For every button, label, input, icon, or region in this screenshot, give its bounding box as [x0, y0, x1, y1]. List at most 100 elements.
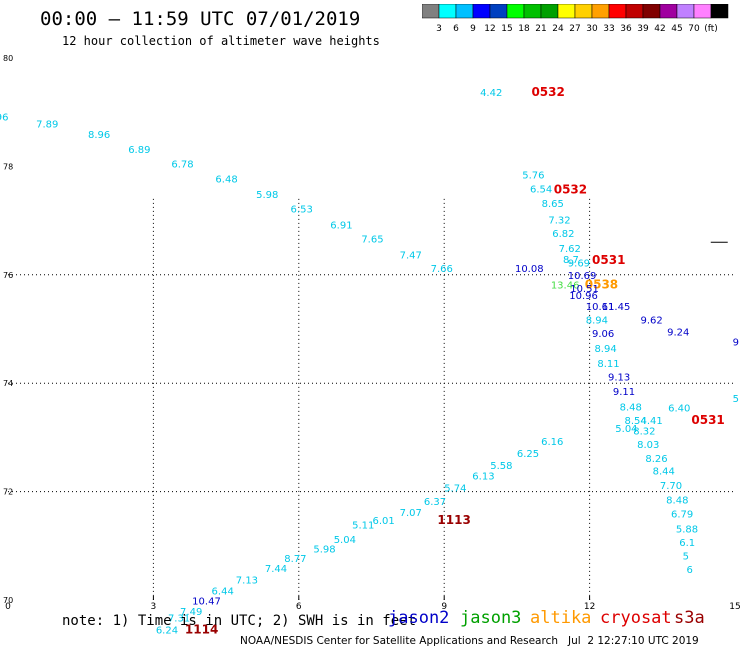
wave-height-label: 8.48	[666, 496, 688, 507]
y-tick-label: 78	[3, 162, 13, 171]
footer-credit: NOAA/NESDIS Center for Satellite Applica…	[240, 635, 699, 647]
wave-height-label: 6.44	[212, 587, 234, 598]
wave-height-label: 8.11	[597, 359, 619, 370]
wave-height-label: 9.11	[613, 387, 635, 398]
pass-time-label: 1113	[437, 513, 470, 527]
wave-height-label: 6.53	[291, 204, 313, 215]
colorbar-label: 45	[671, 24, 682, 34]
wave-height-label: 5	[683, 551, 689, 562]
wave-height-label: 8.54	[624, 416, 646, 427]
wave-height-label: 6.37	[424, 497, 446, 508]
colorbar-label: 30	[586, 24, 598, 34]
wave-height-label: 6.54	[530, 184, 552, 195]
colorbar-label: 27	[569, 24, 580, 34]
wave-height-label: 6	[687, 565, 693, 576]
colorbar-label: 12	[484, 24, 495, 34]
wave-height-label: 6.16	[541, 437, 563, 448]
wave-height-label: 7.07	[400, 508, 422, 519]
pass-time-label: 0532	[554, 183, 587, 197]
legend-jason3: jason3	[460, 608, 522, 628]
wave-height-label: 8.96	[88, 130, 110, 141]
colorbar-label: 39	[637, 24, 649, 34]
footer-note: note: 1) Time is in UTC; 2) SWH is in fe…	[62, 613, 417, 629]
wave-height-label: 6.1	[679, 538, 695, 549]
colorbar-label: 18	[518, 24, 530, 34]
wave-height-label: 5.98	[256, 190, 278, 201]
wave-height-label: 13.46	[551, 280, 580, 291]
wave-height-label: 6.24	[156, 626, 178, 637]
wave-height-label: 10.08	[515, 264, 544, 275]
wave-height-label: 7.47	[400, 251, 422, 262]
pass-time-label: 0531	[592, 253, 625, 267]
wave-height-label: 5.58	[490, 461, 512, 472]
page-title: 00:00 – 11:59 UTC 07/01/2019	[40, 8, 361, 30]
wave-height-label: 7.66	[431, 264, 453, 275]
y-tick-label: 80	[3, 54, 13, 63]
wave-height-label: 8.44	[653, 466, 675, 477]
legend-cryosat: cryosat	[600, 608, 672, 628]
wave-height-label: 5.96	[0, 112, 8, 123]
wave-height-label: 8.26	[645, 454, 667, 465]
color-scale-legend: 3 6 9 12 15 18 21 24 27 30 33 36 39 42 45 70 (ft)	[422, 4, 729, 34]
x-tick-label: 15	[729, 602, 740, 612]
colorbar-label: 9	[470, 24, 476, 34]
wave-height-label: 8.32	[633, 427, 655, 438]
colorbar-label: 42	[654, 24, 665, 34]
wave-height-label: 9.06	[592, 329, 614, 340]
pass-time-label: 0532	[531, 85, 564, 99]
wave-height-label: 5.88	[676, 524, 698, 535]
wave-height-label: 9.69	[568, 259, 590, 270]
wave-height-label: 6.79	[671, 510, 693, 521]
y-tick-label: 70	[3, 596, 13, 605]
colorbar-label: 24	[552, 24, 564, 34]
wave-height-label: 10.96	[569, 291, 598, 302]
colorbar-label: 15	[501, 24, 512, 34]
pass-time-label: 0531	[691, 413, 724, 427]
wave-height-label: 7.89	[36, 119, 58, 130]
wave-height-label: 9.24	[667, 328, 689, 339]
wave-height-label: 6.89	[128, 145, 150, 156]
wave-height-label: 7.31	[168, 614, 190, 625]
wave-height-label: 6.40	[668, 403, 690, 414]
wave-height-label: 6.78	[171, 159, 193, 170]
wave-height-label: 8.48	[620, 402, 642, 413]
wave-height-label: 4.42	[480, 88, 502, 99]
wave-height-label: 6.82	[552, 229, 574, 240]
colorbar-label: 70	[688, 24, 700, 34]
pass-time-label: 0538	[585, 277, 618, 291]
wave-height-label: 10.51	[570, 284, 599, 295]
colorbar-label: 6	[453, 24, 459, 34]
wave-height-label: 9.13	[608, 372, 630, 383]
wave-height-label: 8.94	[594, 344, 616, 355]
wave-height-label: 9	[733, 337, 739, 348]
x-tick-label: 12	[584, 602, 595, 612]
page-subtitle: 12 hour collection of altimeter wave hei…	[62, 34, 380, 48]
wave-height-label: 6.48	[215, 175, 237, 186]
wave-height-label: 10.61	[586, 302, 615, 313]
wave-height-label: 8.94	[586, 316, 608, 327]
wave-height-label: 8.65	[542, 199, 564, 210]
wave-height-label: 5.11	[352, 520, 374, 531]
colorbar-label: 33	[603, 24, 614, 34]
colorbar-label: 36	[620, 24, 632, 34]
wave-height-label: 5.04	[615, 424, 637, 435]
wave-height-label: 7.62	[559, 244, 581, 255]
wave-height-label: 10.69	[568, 271, 597, 282]
x-tick-label: 0	[5, 602, 11, 612]
colorbar-swatch	[710, 4, 729, 19]
x-tick-label: 9	[441, 602, 447, 612]
wave-height-label: 6.01	[372, 516, 394, 527]
wave-height-label: 8.7	[563, 255, 579, 266]
wave-height-label: 6.91	[330, 221, 352, 232]
wave-height-label: 5.04	[334, 535, 356, 546]
colorbar-label: (ft)	[704, 24, 718, 34]
x-tick-label: 6	[296, 602, 302, 612]
wave-height-label: 4.41	[640, 416, 662, 427]
wave-height-label: 7.13	[236, 576, 258, 587]
x-tick-label: 3	[151, 602, 157, 612]
wave-height-label: 7.44	[265, 564, 287, 575]
wave-height-label: 7.70	[660, 481, 682, 492]
wave-height-label: 5	[733, 394, 739, 405]
wave-height-label: 11.45	[602, 302, 631, 313]
